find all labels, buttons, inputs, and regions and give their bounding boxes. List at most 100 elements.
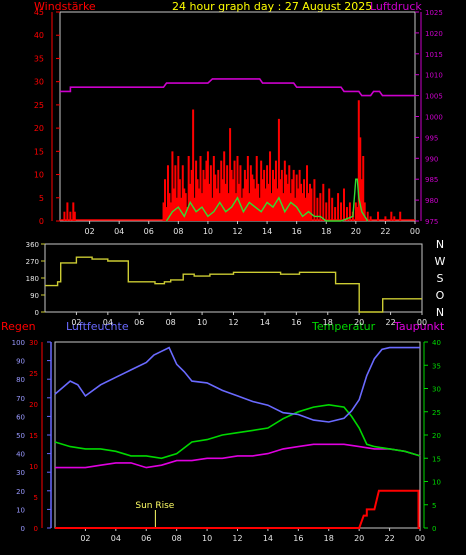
panel1-x-tick-label: 22 [380,227,390,236]
rain-y-tick-label: 5 [34,494,38,502]
temperature-line [54,403,421,460]
panel3-x-tick-label: 22 [384,534,394,543]
panel2-x-tick-label: 02 [71,318,81,327]
temperature-label: Temperatur [312,320,376,333]
panel2-x-tick-label: 06 [134,318,144,327]
wind-y-tick-label: 10 [34,171,44,180]
panel3-x-tick-label: 04 [111,534,121,543]
pressure-y-tick-label: 990 [425,155,438,163]
wind-y-tick-label: 20 [34,124,44,133]
chart-title: 24 hour graph day : 27 August 2025 [172,0,373,13]
direction-y-tick-label: 360 [26,241,39,249]
panel3-x-tick-label: 06 [141,534,151,543]
dewpoint-label: Taupunkt [394,320,445,333]
wind-y-tick-label: 5 [39,194,44,203]
panel1-x-tick-label: 08 [173,227,183,236]
panel3-x-tick-label: 12 [232,534,242,543]
panel2-x-tick-label: 10 [197,318,207,327]
temperature-y-tick-label: 5 [432,502,436,510]
wind-axis-label: Windstärke [34,0,96,13]
direction-y-tick-label: 0 [35,309,39,317]
panel1-x-tick-label: 20 [351,227,361,236]
rain-y-tick-label: 10 [29,463,38,471]
pressure-axis-label: Luftdruck [370,0,422,13]
panel2-x-tick-label: 08 [166,318,176,327]
pressure-y-tick-label: 1000 [425,114,443,122]
panel3-x-tick-label: 18 [324,534,334,543]
panel1-x-tick-label: 16 [292,227,302,236]
wind-y-tick-label: 35 [34,54,44,63]
wind-y-tick-label: 40 [34,31,44,40]
pressure-y-tick-label: 980 [425,197,438,205]
humidity-y-tick-label: 0 [21,525,25,533]
wind-y-tick-label: 15 [34,147,44,156]
wind-y-tick-label: 25 [34,101,44,110]
panel1-x-tick-label: 02 [84,227,94,236]
wind-direction-line [45,256,422,313]
panel1-x-tick-label: 06 [144,227,154,236]
panel2-x-tick-label: 04 [103,318,113,327]
temperature-y-tick-label: 10 [432,479,441,487]
pressure-y-tick-label: 995 [425,134,438,142]
rain-y-tick-label: 25 [29,370,38,378]
direction-y-tick-label: 270 [26,258,39,266]
compass-label: N [436,238,444,251]
panel1-x-tick-label: 04 [114,227,124,236]
compass-label: O [436,289,445,302]
climate-frame [54,341,421,529]
panel1-x-tick-label: 12 [232,227,242,236]
temperature-y-tick-label: 15 [432,455,441,463]
rain-y-tick-label: 20 [29,401,38,409]
panel3-x-tick-label: 08 [172,534,182,543]
humidity-y-tick-label: 40 [16,451,25,459]
pressure-y-tick-label: 1010 [425,72,443,80]
rain-y-tick-label: 0 [34,525,38,533]
wind-gust-line [165,178,369,222]
panel2-x-tick-label: 16 [291,318,301,327]
panel1-x-tick-label: 10 [203,227,213,236]
panel3-x-tick-label: 00 [415,534,425,543]
wind-y-tick-label: 45 [34,8,44,17]
pressure-y-tick-label: 1005 [425,93,443,101]
humidity-y-tick-label: 70 [16,395,25,403]
pressure-y-tick-label: 975 [425,218,438,226]
panel3-x-tick-label: 10 [202,534,212,543]
pressure-y-tick-label: 985 [425,176,438,184]
panel2-x-tick-label: 18 [323,318,333,327]
temperature-y-tick-label: 25 [432,409,441,417]
pressure-y-tick-label: 1015 [425,51,443,59]
panel1-x-tick-label: 00 [410,227,420,236]
dewpoint-line [55,443,421,469]
bottom-panel-legend: Regen Luftfeuchte Temperatur Taupunkt [0,320,466,334]
compass-label: W [435,255,446,268]
temperature-y-tick-label: 35 [432,362,441,370]
pressure-y-tick-label: 1020 [425,30,443,38]
panel2-x-tick-label: 00 [417,318,427,327]
wind-y-tick-label: 0 [39,217,44,226]
panel3-x-tick-label: 02 [80,534,90,543]
temperature-y-tick-label: 30 [432,386,441,394]
temperature-y-tick-label: 40 [432,339,441,347]
humidity-line [54,346,420,423]
humidity-y-tick-label: 10 [16,506,25,514]
panel1-x-tick-label: 18 [321,227,331,236]
pressure-line [60,78,415,97]
humidity-y-tick-label: 90 [16,358,25,366]
rain-line [55,489,420,529]
temperature-y-tick-label: 20 [432,432,441,440]
wind-direction-frame [44,243,423,313]
humidity-y-tick-label: 20 [16,488,25,496]
humidity-y-tick-label: 80 [16,376,25,384]
rain-y-tick-label: 15 [29,432,38,440]
panel1-x-tick-label: 14 [262,227,272,236]
temperature-y-tick-label: 0 [432,525,436,533]
humidity-y-tick-label: 100 [12,339,25,347]
pressure-y-tick-label: 1025 [425,9,443,17]
humidity-y-tick-label: 30 [16,469,25,477]
panel3-x-tick-label: 16 [293,534,303,543]
panel2-x-tick-label: 14 [260,318,270,327]
panel2-x-tick-label: 20 [354,318,364,327]
wind-y-tick-label: 30 [34,78,44,87]
compass-label: S [437,272,444,285]
